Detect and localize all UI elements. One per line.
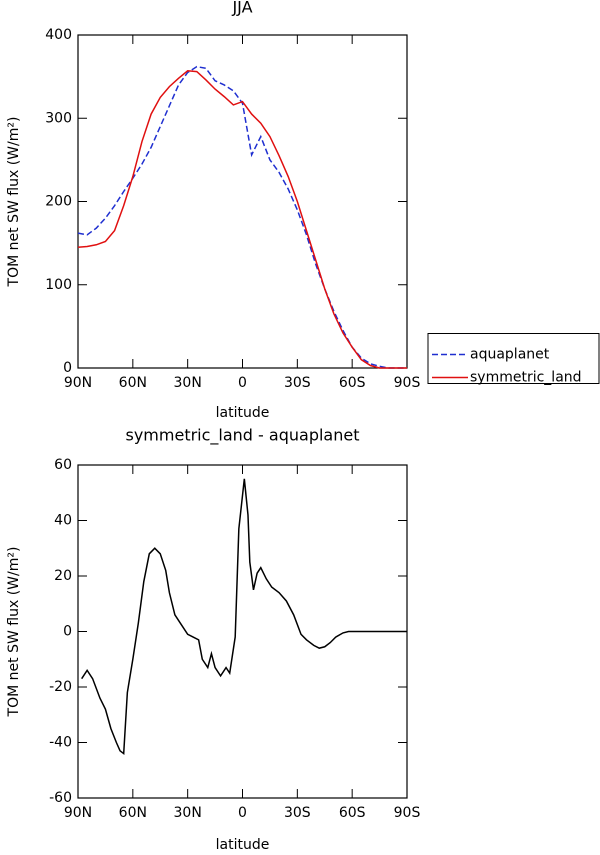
y-tick-label: -20 [49,679,72,695]
x-axis-label: latitude [216,837,270,851]
x-tick-label: 30S [284,375,311,391]
legend-label: aquaplanet [470,347,550,363]
y-tick-label: -40 [49,735,72,751]
x-tick-label: 30S [284,805,311,821]
chart-title: JJA [231,0,252,17]
x-tick-label: 30N [174,805,202,821]
y-tick-label: 400 [45,27,72,43]
legend-label: symmetric_land [470,370,582,386]
x-tick-label: 60S [339,805,366,821]
y-tick-label: -60 [49,790,72,806]
y-tick-label: 0 [63,624,72,640]
y-axis-label: TOM net SW flux (W/m²) [6,117,22,288]
x-tick-label: 90N [64,805,92,821]
y-axis-label: TOM net SW flux (W/m²) [6,547,22,718]
y-tick-label: 60 [54,457,72,473]
data-line [77,70,407,369]
y-tick-label: 0 [63,360,72,376]
x-tick-label: 60N [119,805,147,821]
x-tick-label: 90S [394,375,421,391]
y-tick-label: 200 [45,194,72,210]
x-tick-label: 90N [64,375,92,391]
y-tick-label: 100 [45,277,72,293]
x-tick-label: 60S [339,375,366,391]
x-tick-label: 60N [119,375,147,391]
chart-title: symmetric_land - aquaplanet [126,426,360,446]
y-tick-label: 300 [45,110,72,126]
x-tick-label: 90S [394,805,421,821]
x-tick-label: 0 [238,375,247,391]
x-axis-label: latitude [216,405,270,421]
y-tick-label: 40 [54,513,72,529]
y-tick-label: 20 [54,568,72,584]
legend-box [427,333,600,384]
x-tick-label: 30N [174,375,202,391]
plot-frame [77,34,408,369]
data-line [77,65,407,369]
x-tick-label: 0 [238,805,247,821]
data-line [81,478,407,756]
